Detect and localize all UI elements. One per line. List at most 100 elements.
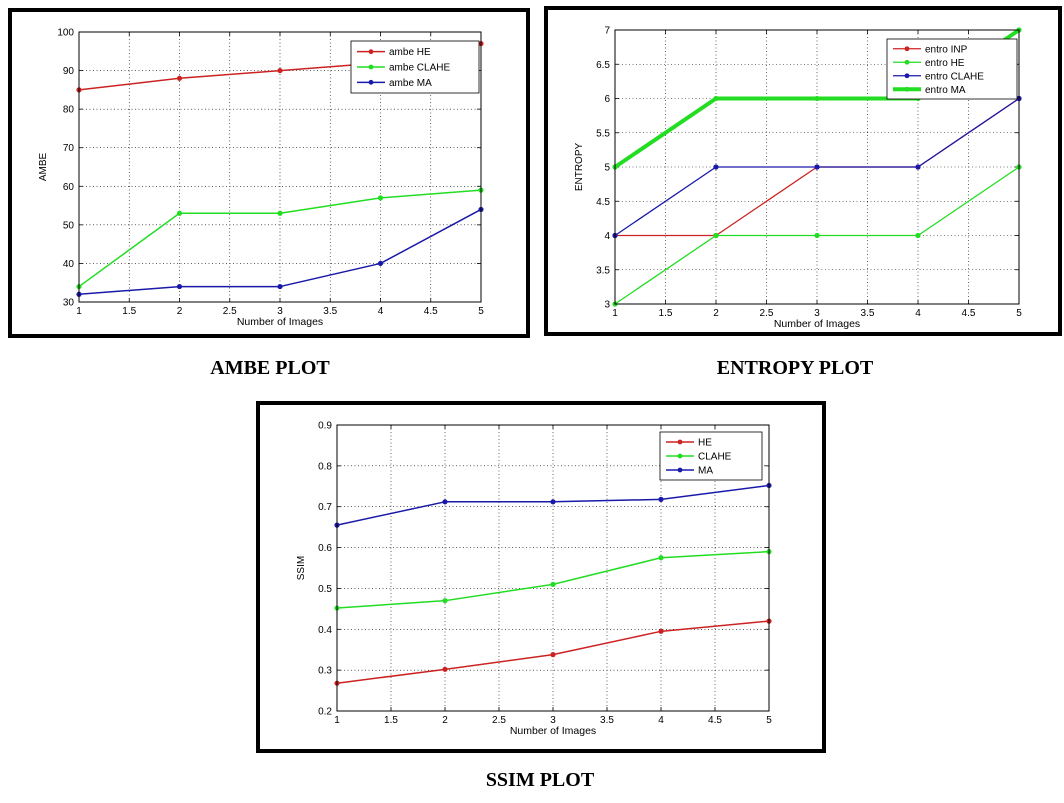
- y-tick-label: 4: [604, 231, 610, 242]
- y-tick-label: 0.6: [318, 543, 332, 554]
- y-tick-label: 0.2: [318, 707, 332, 718]
- x-tick-label: 1.5: [384, 715, 398, 726]
- data-point: [377, 260, 384, 267]
- x-tick-label: 1.5: [122, 306, 136, 317]
- data-point: [550, 499, 556, 505]
- legend-marker: [904, 46, 910, 52]
- x-tick-label: 2.5: [492, 715, 506, 726]
- x-tick-label: 1.5: [659, 308, 673, 319]
- x-tick-label: 4: [378, 306, 384, 317]
- ambe-chart-panel: 1 1.5 2 2.5 3 3.5 4 4.5 5 30 40 50 60 70 80 90 100 Number…: [8, 8, 530, 338]
- x-tick-label: 2.5: [760, 308, 774, 319]
- data-point: [176, 283, 183, 290]
- y-tick-label: 90: [63, 66, 75, 77]
- y-tick-label: 6: [604, 94, 610, 105]
- x-tick-label: 3.5: [323, 306, 337, 317]
- data-point: [277, 283, 283, 290]
- x-tick-label: 4: [915, 308, 921, 319]
- legend-marker: [677, 467, 683, 473]
- x-tick-label: 2: [442, 715, 448, 726]
- x-tick-label: 5: [1016, 308, 1022, 319]
- data-point: [658, 628, 664, 634]
- y-tick-label: 80: [63, 105, 75, 116]
- legend-marker: [904, 86, 910, 92]
- legend-marker: [677, 439, 683, 445]
- y-tick-label: 30: [63, 298, 75, 309]
- x-tick-label: 1: [612, 308, 618, 319]
- axes-frame: [614, 29, 1020, 305]
- ambe-chart: 1 1.5 2 2.5 3 3.5 4 4.5 5 30 40 50 60 70 80 90 100 Number…: [38, 28, 484, 329]
- data-point: [713, 95, 719, 102]
- ssim-caption: SSIM PLOT: [485, 769, 595, 791]
- x-tick-label: 1: [76, 306, 82, 317]
- data-point: [442, 499, 448, 505]
- data-point: [915, 164, 921, 170]
- axes-frame: [78, 31, 482, 303]
- data-point: [658, 496, 664, 502]
- legend-marker: [904, 59, 910, 65]
- y-tick-label: 40: [63, 259, 75, 270]
- x-tick-label: 5: [478, 306, 484, 317]
- x-tick-label: 3.5: [861, 308, 875, 319]
- data-point: [442, 598, 448, 604]
- x-tick-label: 4.5: [708, 715, 722, 726]
- x-tick-label: 2.5: [223, 306, 237, 317]
- x-tick-label: 3: [550, 715, 556, 726]
- y-tick-label: 3: [604, 300, 610, 311]
- y-tick-label: 60: [63, 182, 75, 193]
- y-tick-label: 0.5: [318, 584, 332, 595]
- ambe-caption: AMBE PLOT: [210, 357, 330, 379]
- x-tick-label: 4: [658, 715, 664, 726]
- y-axis-label: ENTROPY: [574, 143, 585, 192]
- y-axis-label: AMBE: [38, 153, 49, 182]
- legend-marker: [677, 453, 683, 459]
- legend-marker: [904, 73, 910, 79]
- y-tick-label: 0.3: [318, 666, 332, 677]
- data-point: [915, 232, 921, 239]
- legend-label: CLAHE: [698, 452, 732, 463]
- legend-label: ambe CLAHE: [389, 63, 450, 74]
- y-tick-label: 100: [57, 28, 74, 39]
- data-point: [713, 232, 719, 239]
- y-tick-label: 5: [604, 163, 610, 174]
- entropy-chart-panel: 1 1.5 2 2.5 3 3.5 4 4.5 5 3 3.5 4 4.5 5 5.5 6 6.5 7 Number…: [544, 6, 1062, 336]
- x-tick-label: 5: [766, 715, 772, 726]
- legend-marker: [368, 79, 374, 85]
- y-tick-label: 50: [63, 220, 75, 231]
- y-tick-label: 0.8: [318, 461, 332, 472]
- x-tick-label: 2: [713, 308, 719, 319]
- x-tick-label: 3.5: [600, 715, 614, 726]
- data-point: [176, 210, 183, 216]
- y-tick-label: 3.5: [596, 265, 610, 276]
- y-tick-label: 0.9: [318, 421, 332, 432]
- legend-label: MA: [698, 466, 713, 477]
- legend-label: ambe MA: [389, 78, 432, 89]
- legend-label: entro MA: [925, 85, 966, 96]
- y-tick-label: 6.5: [596, 60, 610, 71]
- data-point: [658, 555, 664, 561]
- data-point: [814, 95, 820, 102]
- x-tick-label: 3: [814, 308, 820, 319]
- x-axis-label: Number of Images: [237, 316, 323, 328]
- data-point: [442, 666, 448, 672]
- legend-label: entro CLAHE: [925, 71, 984, 82]
- data-point: [713, 164, 719, 170]
- y-tick-label: 4.5: [596, 197, 610, 208]
- ssim-chart-panel: 1 1.5 2 2.5 3 3.5 4 4.5 5 0.2 0.3 0.4 0.5 0.6 0.7 0.8 0.…: [256, 401, 826, 753]
- x-tick-label: 1: [334, 715, 340, 726]
- y-tick-label: 5.5: [596, 128, 610, 139]
- legend-marker: [368, 49, 374, 55]
- x-tick-label: 4.5: [962, 308, 976, 319]
- data-point: [550, 652, 556, 658]
- legend-marker: [368, 64, 374, 70]
- y-axis-label: SSIM: [296, 556, 307, 580]
- data-point: [277, 210, 283, 216]
- entropy-caption: ENTROPY PLOT: [716, 357, 874, 379]
- data-point: [814, 232, 820, 239]
- ssim-chart: 1 1.5 2 2.5 3 3.5 4 4.5 5 0.2 0.3 0.4 0.5 0.6 0.7 0.8 0.…: [296, 421, 772, 738]
- legend-label: HE: [698, 438, 712, 449]
- data-point: [550, 581, 556, 587]
- y-tick-label: 70: [63, 143, 75, 154]
- entropy-chart: 1 1.5 2 2.5 3 3.5 4 4.5 5 3 3.5 4 4.5 5 5.5 6 6.5 7 Number…: [574, 26, 1022, 331]
- legend-label: entro HE: [925, 58, 965, 69]
